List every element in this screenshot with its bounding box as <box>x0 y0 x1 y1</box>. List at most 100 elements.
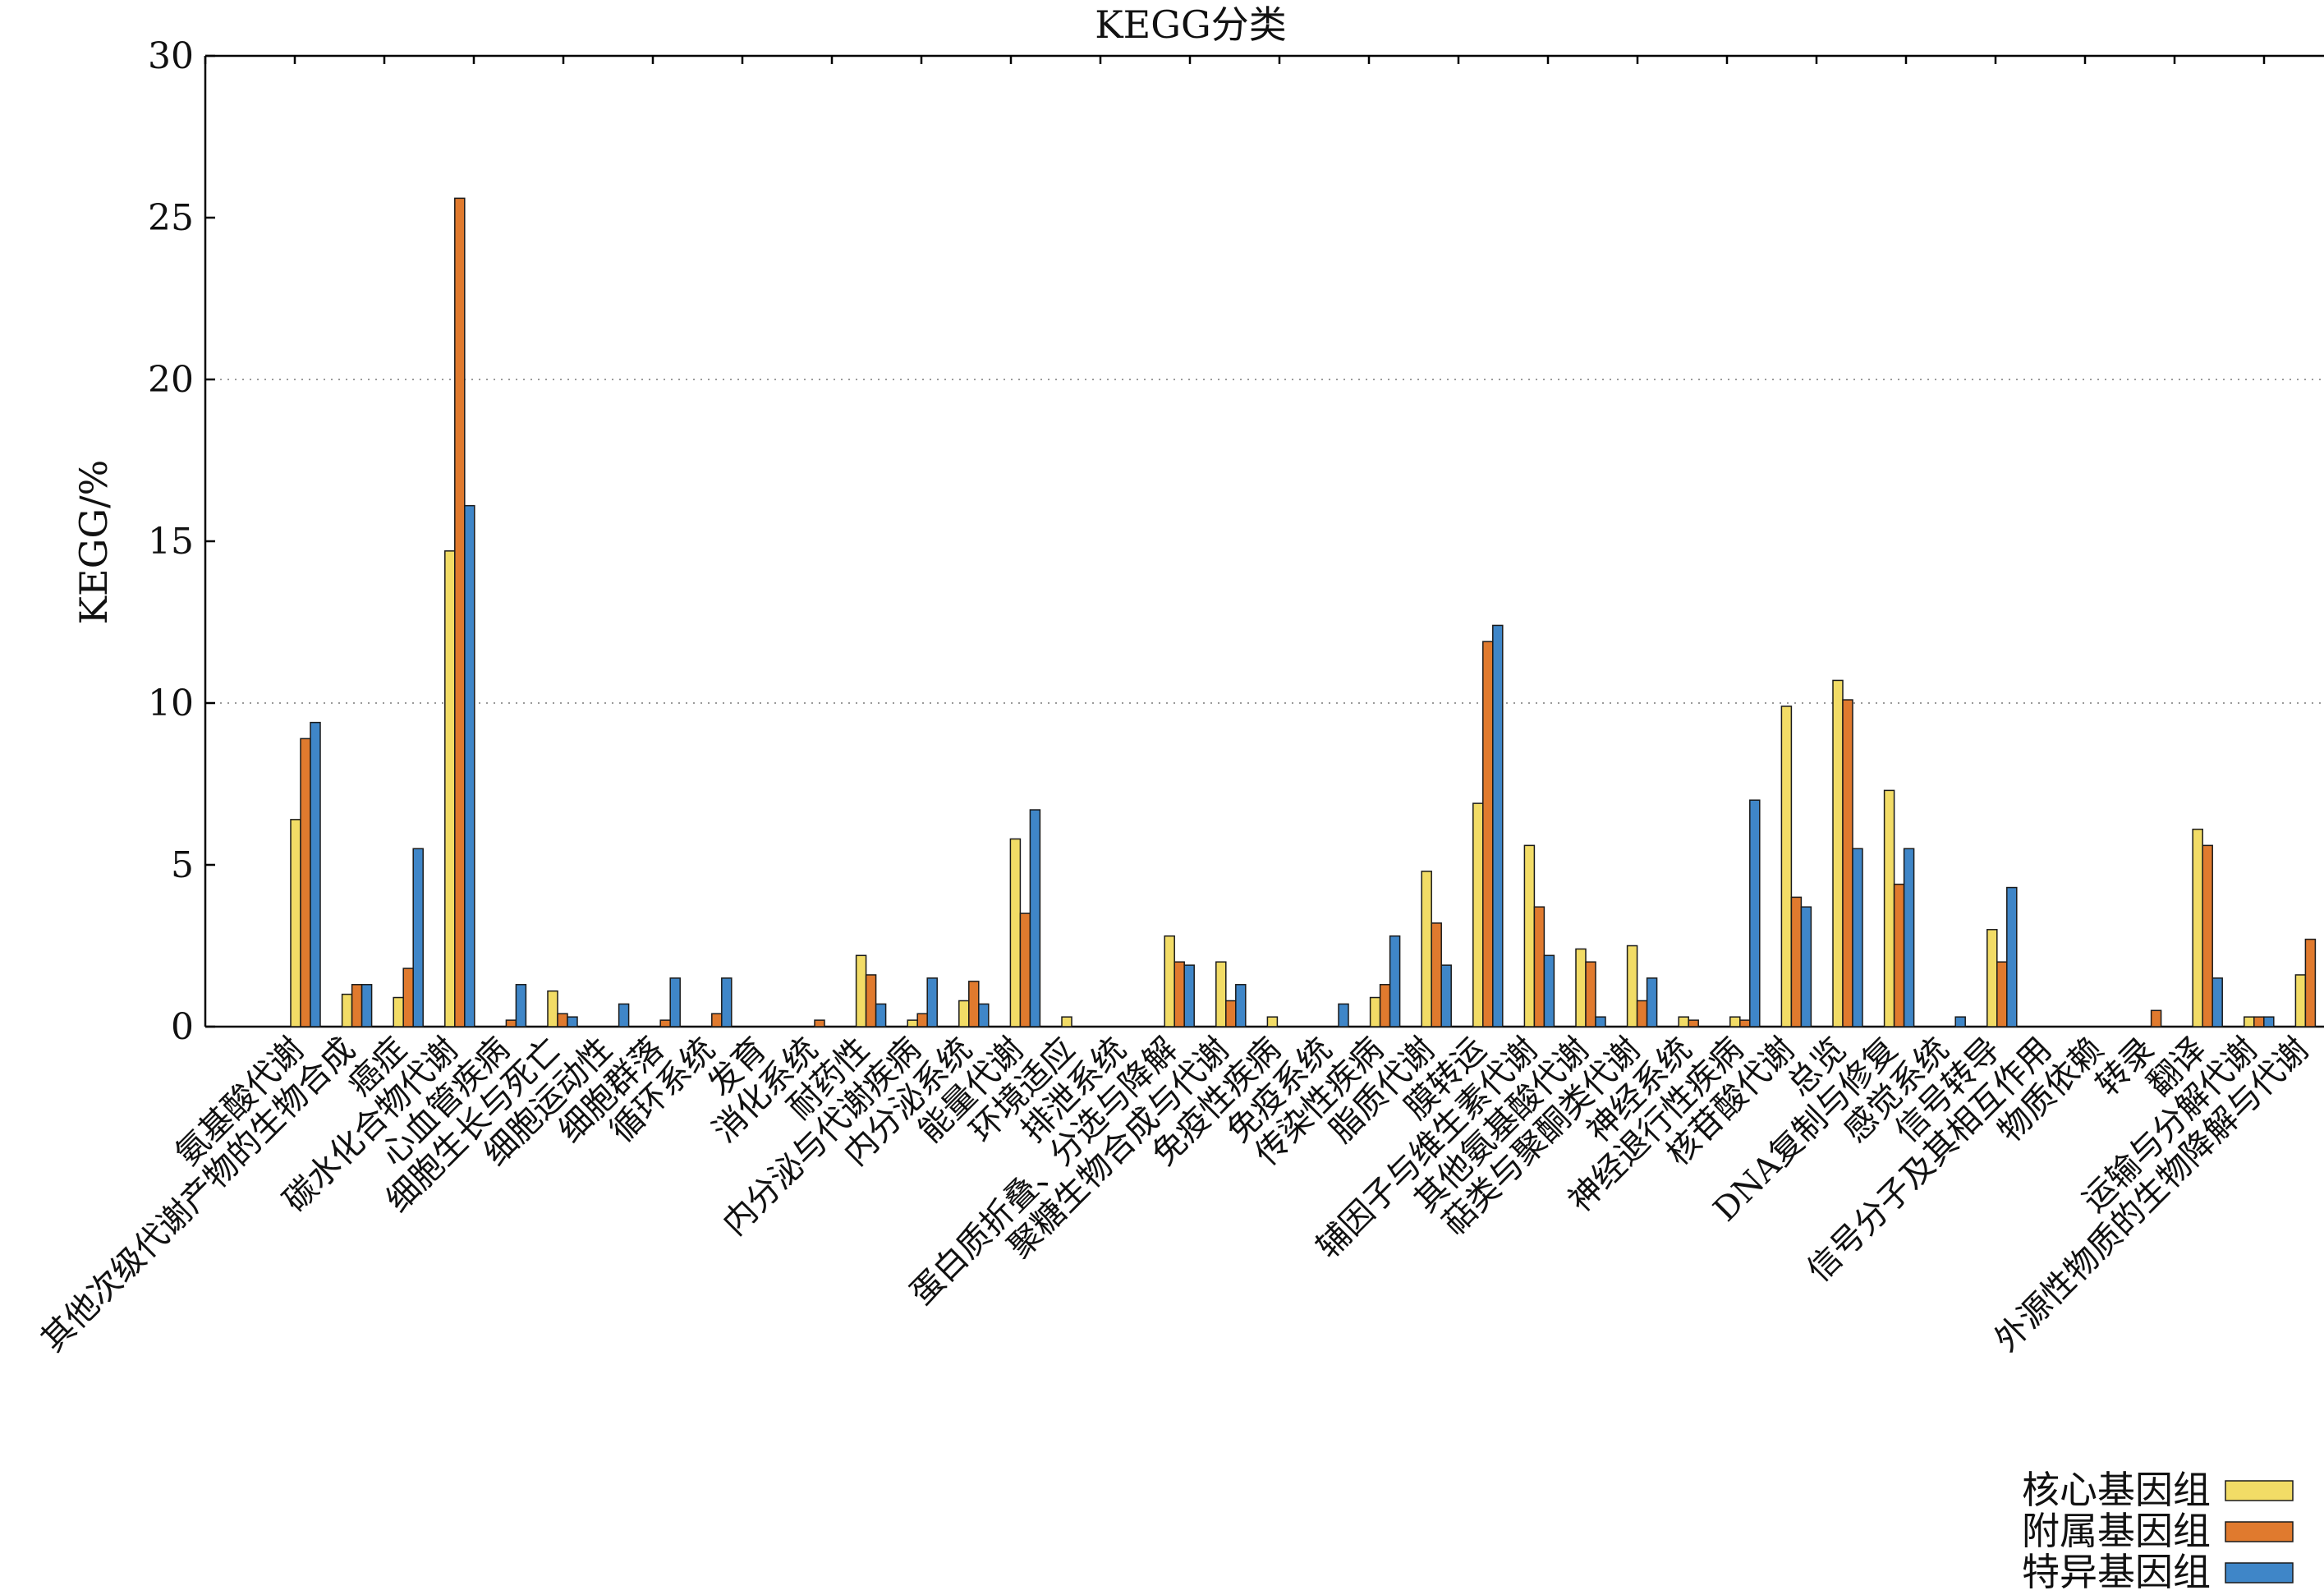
bar-1-19 <box>1215 961 1227 1027</box>
bar-2-4 <box>454 197 466 1027</box>
bar-2-24 <box>1482 641 1494 1027</box>
bar-1-34 <box>1986 929 1998 1027</box>
bar-3-7 <box>618 1003 630 1027</box>
bar-1-25 <box>1523 844 1536 1027</box>
bar-1-15 <box>1009 838 1022 1027</box>
bar-1-39 <box>2244 1016 2255 1027</box>
bar-3-6 <box>567 1016 578 1027</box>
bar-2-14 <box>968 981 980 1027</box>
bar-3-33 <box>1954 1016 1966 1027</box>
bar-2-11 <box>814 1019 825 1027</box>
bar-3-13 <box>926 977 938 1027</box>
legend-swatch <box>2225 1521 2294 1542</box>
bar-3-32 <box>1903 848 1915 1027</box>
bar-2-2 <box>351 984 363 1027</box>
legend-label: 附属基因组 <box>2022 1509 2211 1553</box>
bar-3-23 <box>1440 964 1452 1027</box>
bar-2-18 <box>1173 961 1185 1027</box>
bar-3-30 <box>1800 906 1812 1027</box>
bar-1-24 <box>1472 802 1484 1027</box>
bar-2-22 <box>1379 984 1391 1027</box>
bar-3-26 <box>1595 1016 1606 1027</box>
bars <box>290 197 2317 1027</box>
bar-2-31 <box>1842 699 1853 1027</box>
bar-3-24 <box>1492 624 1504 1027</box>
bar-2-32 <box>1893 883 1905 1027</box>
bar-2-13 <box>916 1013 928 1027</box>
bar-3-4 <box>464 504 475 1027</box>
bar-1-18 <box>1164 935 1175 1027</box>
bar-2-29 <box>1739 1019 1751 1027</box>
bar-2-28 <box>1688 1019 1699 1027</box>
bar-1-29 <box>1729 1016 1741 1027</box>
bar-2-30 <box>1790 896 1803 1027</box>
bar-2-23 <box>1431 922 1442 1027</box>
bar-2-39 <box>2253 1016 2265 1027</box>
bar-1-27 <box>1626 945 1638 1027</box>
bar-3-34 <box>2006 886 2018 1027</box>
bar-2-6 <box>557 1013 568 1027</box>
y-tick-label: 0 <box>171 1006 194 1048</box>
bar-1-30 <box>1780 706 1793 1027</box>
bar-3-3 <box>412 848 424 1027</box>
bar-2-38 <box>2202 844 2213 1027</box>
y-tick-label: 10 <box>148 683 194 724</box>
bar-3-5 <box>515 984 527 1027</box>
bar-2-19 <box>1225 1000 1237 1027</box>
legend-swatch <box>2225 1480 2294 1501</box>
bar-1-16 <box>1061 1016 1072 1027</box>
bar-2-37 <box>2150 1009 2162 1027</box>
bar-2-8 <box>659 1019 671 1027</box>
bar-2-25 <box>1533 906 1546 1027</box>
bar-3-22 <box>1389 935 1401 1027</box>
bar-3-12 <box>875 1003 887 1027</box>
bar-1-28 <box>1678 1016 1689 1027</box>
bar-2-27 <box>1636 1000 1648 1027</box>
bar-1-13 <box>907 1019 918 1027</box>
bar-2-26 <box>1585 961 1596 1027</box>
bar-2-3 <box>402 968 414 1027</box>
bar-1-20 <box>1266 1016 1279 1027</box>
bar-2-40 <box>2304 938 2317 1027</box>
bar-1-31 <box>1832 679 1844 1027</box>
chart-title: KEGG分类 <box>1095 2 1286 47</box>
bar-3-18 <box>1183 964 1195 1027</box>
bar-3-1 <box>310 721 321 1027</box>
bar-1-4 <box>444 550 456 1027</box>
legend-swatch <box>2225 1562 2294 1584</box>
bar-3-39 <box>2263 1016 2275 1027</box>
bar-1-6 <box>547 990 558 1027</box>
bar-3-19 <box>1235 984 1247 1027</box>
y-tick-label: 25 <box>148 197 194 239</box>
bar-3-31 <box>1852 848 1863 1027</box>
bar-2-5 <box>505 1019 517 1027</box>
bar-1-3 <box>393 996 404 1027</box>
bar-1-26 <box>1575 948 1587 1027</box>
bar-2-12 <box>865 974 877 1027</box>
bar-3-29 <box>1749 799 1761 1027</box>
bar-1-12 <box>855 954 867 1027</box>
category-labels: 氨基酸代谢其他次级代谢产物的生物合成癌症碳水化合物代谢心血管疾病细胞生长与死亡细… <box>34 1031 2316 1359</box>
bar-3-25 <box>1543 954 1555 1027</box>
bar-1-2 <box>341 993 353 1027</box>
bar-1-38 <box>2192 828 2203 1027</box>
bar-3-2 <box>361 984 373 1027</box>
bar-1-32 <box>1883 789 1895 1027</box>
bar-3-38 <box>2211 977 2223 1027</box>
y-tick-label: 5 <box>171 844 194 886</box>
bar-1-1 <box>290 819 301 1027</box>
bar-1-14 <box>958 1000 970 1027</box>
bar-3-27 <box>1646 977 1658 1027</box>
bar-3-15 <box>1029 809 1041 1027</box>
y-tick-label: 15 <box>148 521 194 563</box>
bar-2-15 <box>1019 912 1031 1027</box>
legend-label: 核心基因组 <box>2022 1468 2211 1512</box>
bar-2-9 <box>711 1013 723 1027</box>
y-axis-label: KEGG/% <box>71 460 116 625</box>
bar-3-14 <box>978 1003 990 1027</box>
y-tick-label: 30 <box>148 35 194 77</box>
bar-3-21 <box>1338 1003 1349 1027</box>
y-tick-label: 20 <box>148 359 194 401</box>
